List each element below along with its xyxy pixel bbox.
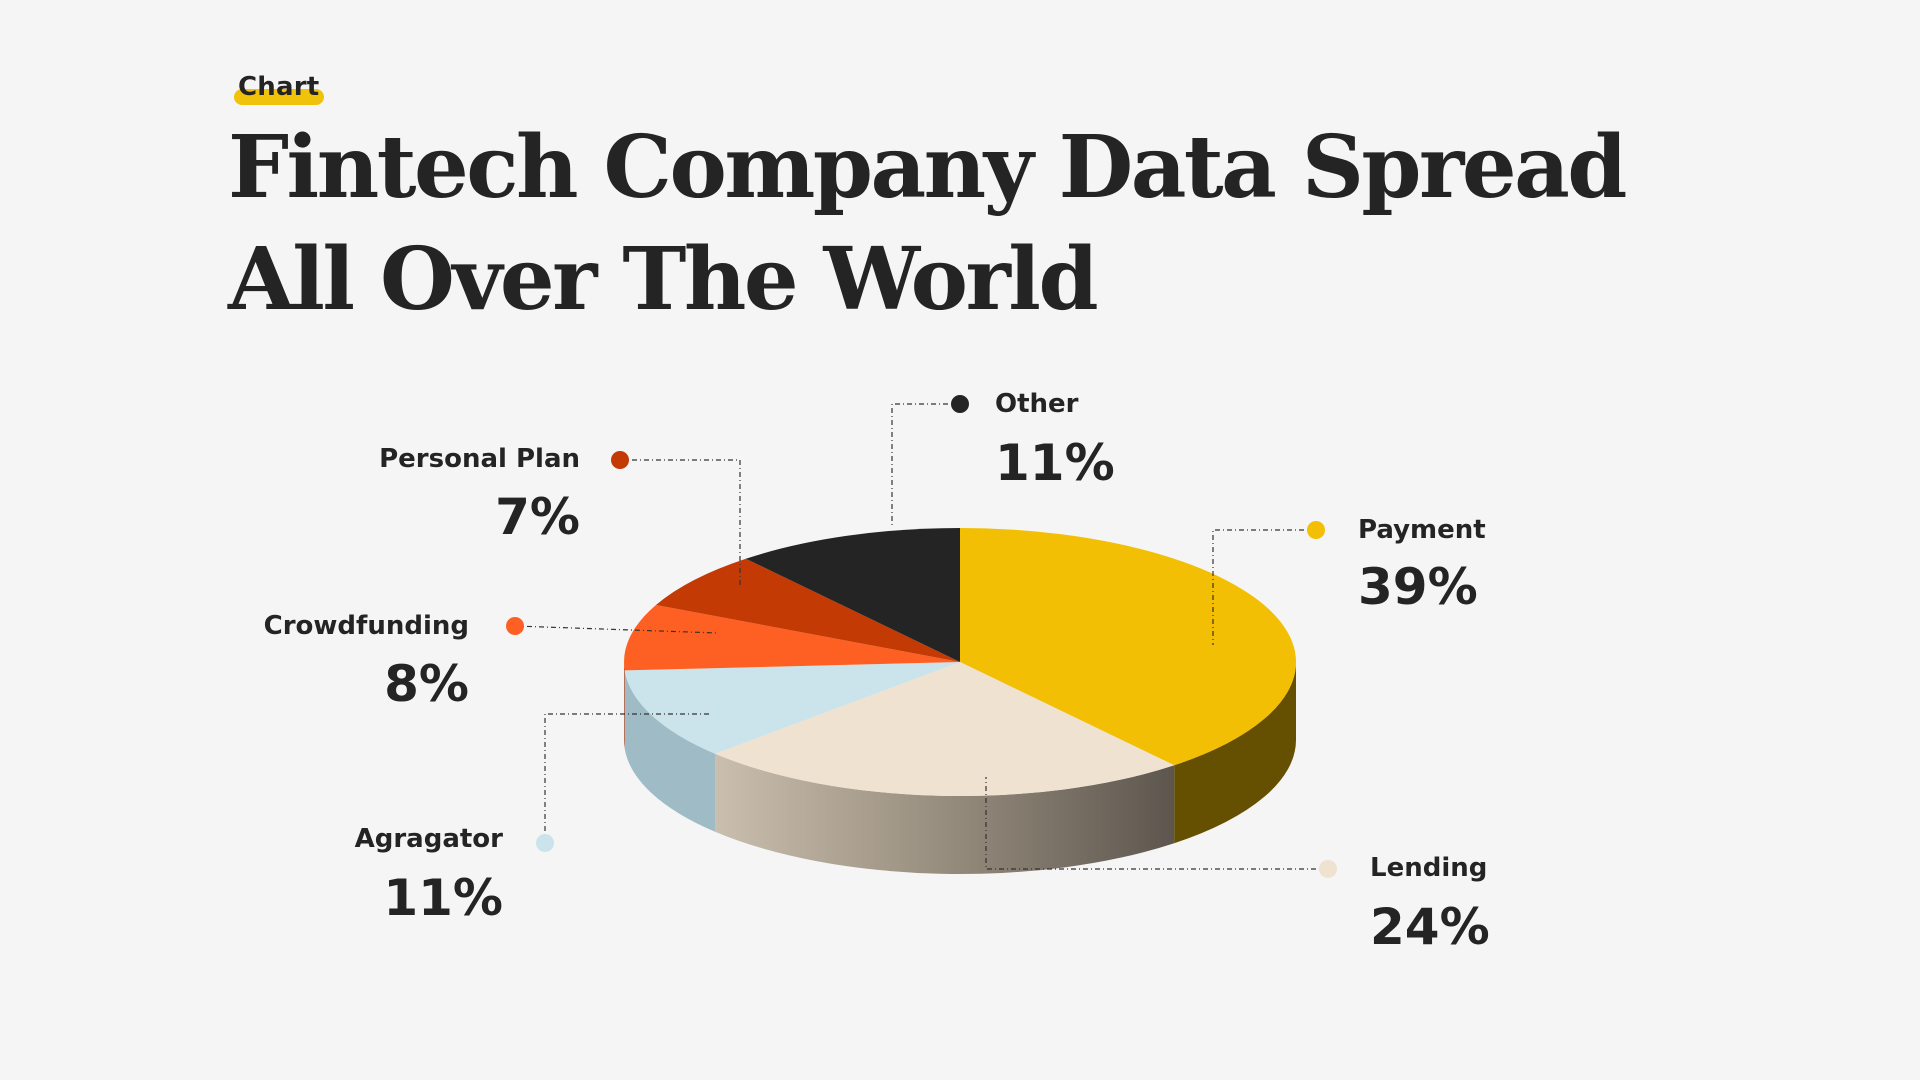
pie-slice-payment — [960, 528, 1296, 766]
slice-value-agragator: 11% — [383, 869, 503, 927]
pie-slice-other — [745, 528, 960, 662]
slice-label-personal-plan: Personal Plan — [379, 444, 580, 474]
title-line-1: Fintech Company Data Spread — [228, 117, 1627, 218]
legend-dot-lending — [1319, 860, 1337, 878]
title-line-2: All Over The World — [228, 229, 1099, 330]
pie-slice-crowdfunding — [623, 604, 960, 671]
pie-slices — [623, 528, 1296, 796]
slice-labels: Payment 39% Lending 24% Agragator 11% Crowdfun… — [264, 389, 1490, 956]
pie-side-payment — [1174, 662, 1296, 844]
leader-line-crowdfunding — [514, 625, 719, 634]
legend-dot-other — [951, 395, 969, 413]
pie-sides — [624, 662, 1296, 874]
leader-lines — [506, 395, 1337, 878]
page-title: Fintech Company Data Spread All Over The… — [228, 112, 1628, 336]
legend-dot-personal-plan — [611, 451, 629, 469]
slice-label-payment: Payment — [1358, 515, 1486, 545]
slice-label-other: Other — [995, 389, 1079, 419]
pie-side-crowdfunding — [624, 662, 625, 749]
slice-value-personal-plan: 7% — [495, 488, 580, 546]
legend-dot-payment — [1307, 521, 1325, 539]
slice-value-crowdfunding: 8% — [384, 655, 469, 713]
slice-label-crowdfunding: Crowdfunding — [264, 611, 469, 641]
slice-value-lending: 24% — [1370, 898, 1490, 956]
pie-side-agragator — [624, 670, 716, 832]
pie-side-lending — [715, 753, 1175, 874]
legend-dot-crowdfunding — [506, 617, 524, 635]
slice-label-agragator: Agragator — [355, 824, 504, 854]
pie-slice-personal-plan — [655, 558, 960, 662]
tag-highlight — [234, 89, 324, 105]
leader-line-other — [891, 403, 960, 528]
leader-line-personal-plan — [620, 459, 741, 585]
leader-line-agragator — [544, 713, 711, 843]
slice-label-lending: Lending — [1370, 853, 1487, 883]
slice-value-payment: 39% — [1358, 558, 1478, 616]
pie-slice-lending — [715, 662, 1175, 796]
section-tag: Chart — [238, 72, 320, 102]
legend-dot-agragator — [536, 834, 554, 852]
slice-value-other: 11% — [995, 434, 1115, 492]
pie-slice-agragator — [624, 662, 960, 754]
